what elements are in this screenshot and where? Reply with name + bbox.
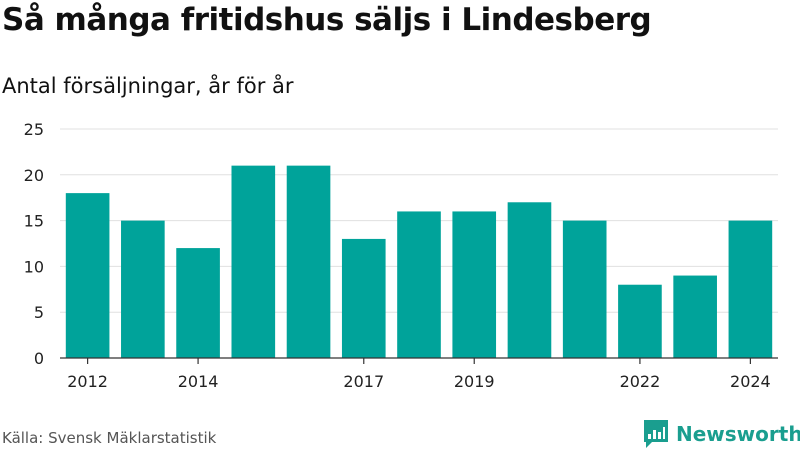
y-tick-label: 5 — [34, 303, 44, 322]
bar — [397, 211, 441, 358]
chart-subtitle: Antal försäljningar, år för år — [2, 74, 294, 98]
bar — [618, 284, 662, 358]
bar-chart: 0 5 10 15 20 25 2012 2014 2017 2019 2022 2024 — [24, 120, 778, 391]
brand-name: Newsworthy — [676, 422, 800, 446]
bar — [286, 165, 331, 358]
newsworthy-logo-icon — [644, 420, 668, 448]
y-tick-label: 0 — [34, 349, 44, 368]
bar — [728, 220, 773, 358]
x-tick-label: 2022 — [620, 372, 661, 391]
bar — [121, 220, 165, 358]
x-tick-label: 2019 — [454, 372, 495, 391]
brand-logo: Newsworthy — [644, 420, 800, 448]
bar — [176, 248, 220, 358]
bar — [562, 220, 607, 358]
source-note: Källa: Svensk Mäklarstatistik — [2, 429, 217, 447]
x-tick-label: 2014 — [178, 372, 219, 391]
bar — [65, 193, 110, 358]
bar — [507, 202, 552, 358]
bar — [231, 165, 276, 358]
y-tick-label: 25 — [24, 120, 44, 139]
bar — [452, 211, 497, 358]
bar — [341, 238, 386, 358]
bar — [673, 275, 717, 358]
y-tick-label: 10 — [24, 257, 44, 276]
x-tick-label: 2012 — [67, 372, 108, 391]
y-tick-label: 15 — [24, 212, 44, 231]
chart-title: Så många fritidshus säljs i Lindesberg — [2, 2, 652, 38]
x-tick-label: 2024 — [730, 372, 771, 391]
y-tick-label: 20 — [24, 166, 44, 185]
x-tick-label: 2017 — [343, 372, 384, 391]
